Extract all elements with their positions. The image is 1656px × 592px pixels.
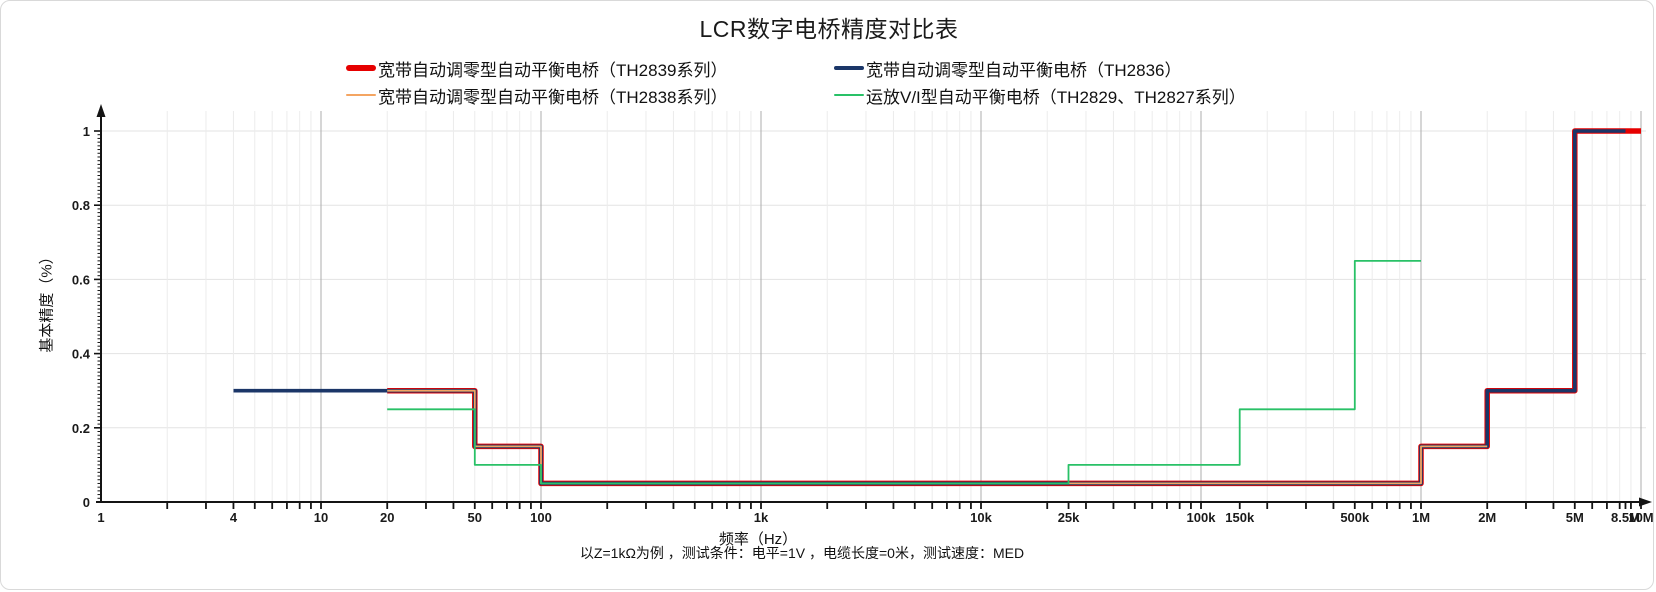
x-tick-label: 5M [1566, 510, 1584, 525]
legend-marker-th2836 [834, 66, 864, 70]
x-tick-label: 100 [530, 510, 552, 525]
legend-marker-th2838 [346, 94, 376, 96]
series-line-th2836 [233, 129, 1626, 486]
x-tick-label: 4 [230, 510, 238, 525]
legend-item-th2839[interactable]: 宽带自动调零型自动平衡电桥（TH2839系列） [346, 56, 727, 81]
x-tick-label: 8.5M [1611, 510, 1640, 525]
y-tick-label: 0 [83, 495, 90, 510]
y-tick-label: 0.8 [72, 198, 90, 213]
x-tick-label: 1k [754, 510, 769, 525]
legend-row-1-right: 宽带自动调零型自动平衡电桥（TH2836） [834, 56, 1181, 80]
legend-row-1-left: 宽带自动调零型自动平衡电桥（TH2839系列） [346, 56, 727, 80]
legend-item-th2838[interactable]: 宽带自动调零型自动平衡电桥（TH2838系列） [346, 83, 727, 108]
y-tick-label: 0.2 [72, 421, 90, 436]
legend-row-2-left: 宽带自动调零型自动平衡电桥（TH2838系列） [346, 83, 727, 107]
legend-item-th2829-th2827[interactable]: 运放V/I型自动平衡电桥（TH2829、TH2827系列） [834, 83, 1246, 108]
legend-label-th2836: 宽带自动调零型自动平衡电桥（TH2836） [866, 60, 1182, 80]
x-tick-label: 10 [314, 510, 328, 525]
x-tick-label: 25k [1058, 510, 1080, 525]
chart-title: LCR数字电桥精度对比表 [699, 16, 959, 42]
series-line-th2838 [387, 389, 1488, 485]
x-tick-label: 2M [1478, 510, 1496, 525]
legend-label-th2838: 宽带自动调零型自动平衡电桥（TH2838系列） [378, 87, 728, 107]
x-axis-arrow [1639, 497, 1652, 507]
x-tick-label: 1M [1412, 510, 1430, 525]
x-tick-label: 100k [1187, 510, 1217, 525]
legend-item-th2836[interactable]: 宽带自动调零型自动平衡电桥（TH2836） [834, 56, 1181, 81]
y-axis-arrow [96, 104, 106, 117]
x-tick-label: 150k [1225, 510, 1255, 525]
y-tick-label: 0.4 [72, 347, 91, 362]
x-tick-label: 1 [97, 510, 104, 525]
x-tick-label: 500k [1340, 510, 1370, 525]
legend-marker-th2839 [346, 65, 376, 71]
legend-label-th2839: 宽带自动调零型自动平衡电桥（TH2839系列） [378, 60, 728, 80]
series-line-th2839 [387, 128, 1641, 487]
x-axis-title: 频率（Hz） [718, 531, 798, 548]
legend-row-2-right: 运放V/I型自动平衡电桥（TH2829、TH2827系列） [834, 83, 1246, 107]
legend-label-th2829-th2827: 运放V/I型自动平衡电桥（TH2829、TH2827系列） [866, 87, 1246, 107]
y-tick-label: 0.6 [72, 272, 90, 287]
y-axis-title: 基本精度（%） [38, 249, 56, 353]
x-tick-label: 10M [1628, 510, 1653, 525]
legend-marker-th2829-th2827 [834, 94, 864, 96]
x-tick-label: 50 [468, 510, 482, 525]
series-line-th2829_th2827 [387, 260, 1421, 485]
test-conditions-caption: 以Z=1kΩ为例 ，测试条件：电平=1V ，电缆长度=0米，测试速度：MED [579, 545, 1025, 561]
x-tick-label: 10k [970, 510, 992, 525]
x-tick-label: 20 [380, 510, 394, 525]
y-tick-label: 1 [83, 124, 90, 139]
